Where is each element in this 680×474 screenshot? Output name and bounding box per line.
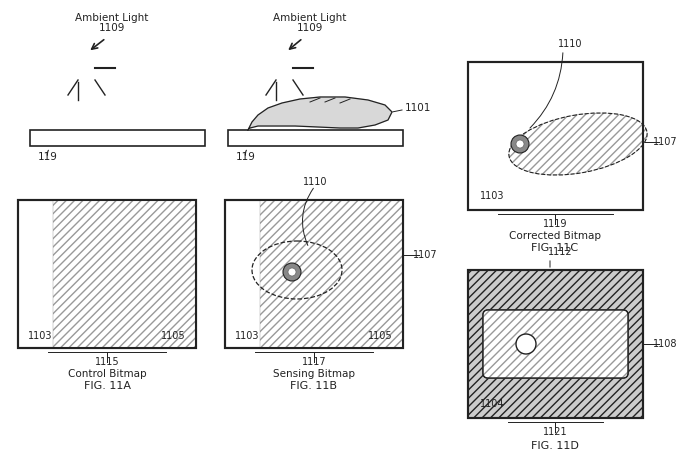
Text: 1103: 1103 bbox=[235, 331, 260, 341]
Text: FIG. 11D: FIG. 11D bbox=[531, 441, 579, 451]
Polygon shape bbox=[53, 200, 196, 348]
Text: 1107: 1107 bbox=[653, 137, 677, 147]
Text: 1105: 1105 bbox=[369, 331, 393, 341]
Text: Ambient Light: Ambient Light bbox=[273, 13, 347, 23]
Text: 1103: 1103 bbox=[28, 331, 52, 341]
Text: FIG. 11C: FIG. 11C bbox=[532, 243, 579, 253]
Text: 1117: 1117 bbox=[302, 357, 326, 367]
Text: 1104: 1104 bbox=[480, 399, 505, 409]
Circle shape bbox=[283, 263, 301, 281]
Text: 1112: 1112 bbox=[547, 247, 573, 257]
Text: 1101: 1101 bbox=[405, 103, 431, 113]
Bar bbox=[18, 200, 196, 348]
Circle shape bbox=[511, 135, 529, 153]
Text: FIG. 11A: FIG. 11A bbox=[84, 381, 131, 391]
Text: 1115: 1115 bbox=[95, 357, 119, 367]
Bar bbox=[228, 130, 403, 146]
Text: 1107: 1107 bbox=[413, 250, 437, 260]
Bar bbox=[30, 130, 205, 146]
Circle shape bbox=[288, 268, 296, 276]
Text: 1103: 1103 bbox=[480, 191, 505, 201]
Text: 1119: 1119 bbox=[543, 219, 567, 229]
Bar bbox=[468, 62, 643, 210]
Bar bbox=[468, 62, 643, 210]
Bar bbox=[468, 270, 643, 418]
Bar bbox=[225, 200, 403, 348]
Text: 1110: 1110 bbox=[558, 39, 582, 49]
Polygon shape bbox=[248, 97, 392, 130]
Text: Sensing Bitmap: Sensing Bitmap bbox=[273, 369, 355, 379]
Text: FIG. 11B: FIG. 11B bbox=[290, 381, 337, 391]
Polygon shape bbox=[260, 200, 403, 348]
Bar bbox=[468, 270, 643, 418]
Text: 1110: 1110 bbox=[303, 177, 327, 187]
Text: 1109: 1109 bbox=[99, 23, 125, 33]
Text: 1108: 1108 bbox=[653, 339, 677, 349]
Circle shape bbox=[516, 140, 524, 148]
Text: 1121: 1121 bbox=[543, 427, 567, 437]
Text: 1109: 1109 bbox=[296, 23, 323, 33]
Bar bbox=[18, 200, 196, 348]
Text: 119: 119 bbox=[236, 152, 256, 162]
Text: Corrected Bitmap: Corrected Bitmap bbox=[509, 231, 601, 241]
FancyBboxPatch shape bbox=[483, 310, 628, 378]
Text: Ambient Light: Ambient Light bbox=[75, 13, 149, 23]
Bar bbox=[225, 200, 403, 348]
Ellipse shape bbox=[509, 113, 647, 175]
Text: 1105: 1105 bbox=[161, 331, 186, 341]
Text: 119: 119 bbox=[38, 152, 58, 162]
Text: Control Bitmap: Control Bitmap bbox=[68, 369, 146, 379]
Circle shape bbox=[516, 334, 536, 354]
FancyBboxPatch shape bbox=[483, 310, 628, 378]
